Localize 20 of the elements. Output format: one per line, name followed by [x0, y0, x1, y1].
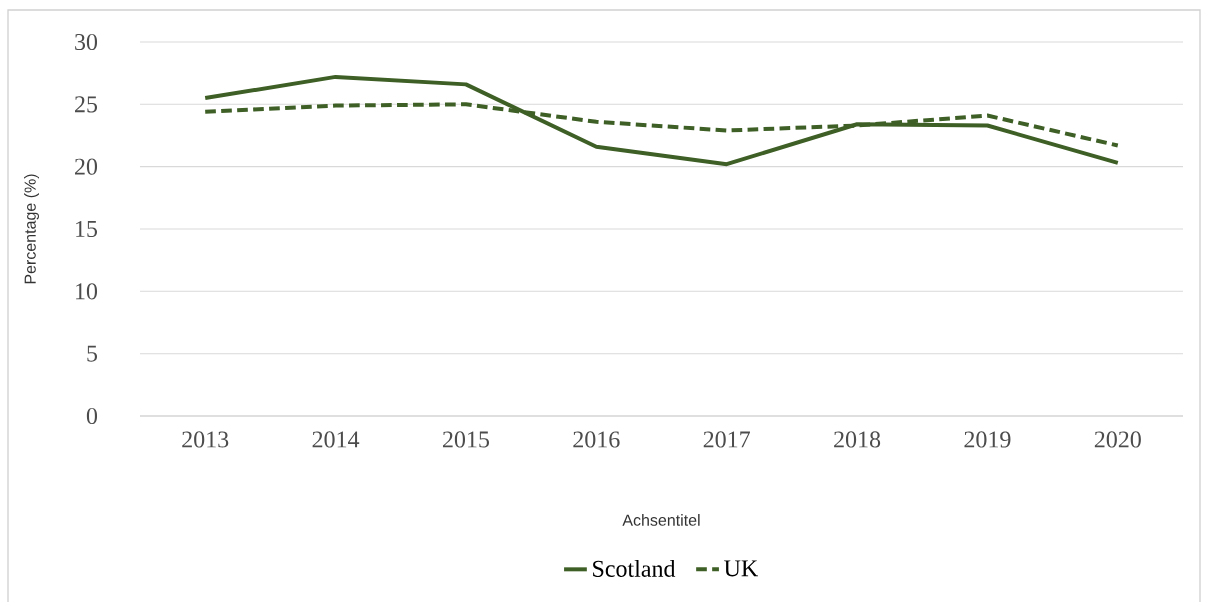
legend-label: Scotland — [593, 559, 676, 577]
x-tick-label: 2015 — [442, 431, 489, 448]
y-tick-label: 25 — [75, 96, 98, 113]
line-series — [203, 74, 1120, 167]
x-tick-label: 2018 — [834, 431, 881, 448]
x-tick-label: 2014 — [312, 431, 360, 448]
x-axis-title: Achsentitel — [622, 514, 700, 526]
y-tick-label: 0 — [86, 407, 98, 425]
x-tick-label: 2013 — [182, 431, 229, 448]
y-tick-label: 30 — [75, 33, 98, 51]
x-tick-label: 2019 — [964, 431, 1011, 448]
x-tick-label: 2016 — [573, 431, 620, 448]
legend-label: UK — [724, 560, 758, 577]
y-axis-title: Percentage (%) — [24, 174, 39, 284]
y-tick-label: 10 — [76, 283, 98, 300]
x-tick-label: 2020 — [1094, 431, 1141, 448]
y-tick-label: 5 — [87, 345, 98, 362]
y-tick-label: 15 — [76, 220, 98, 238]
y-tick-label: 20 — [75, 158, 98, 175]
x-tick-label: 2017 — [703, 431, 750, 448]
